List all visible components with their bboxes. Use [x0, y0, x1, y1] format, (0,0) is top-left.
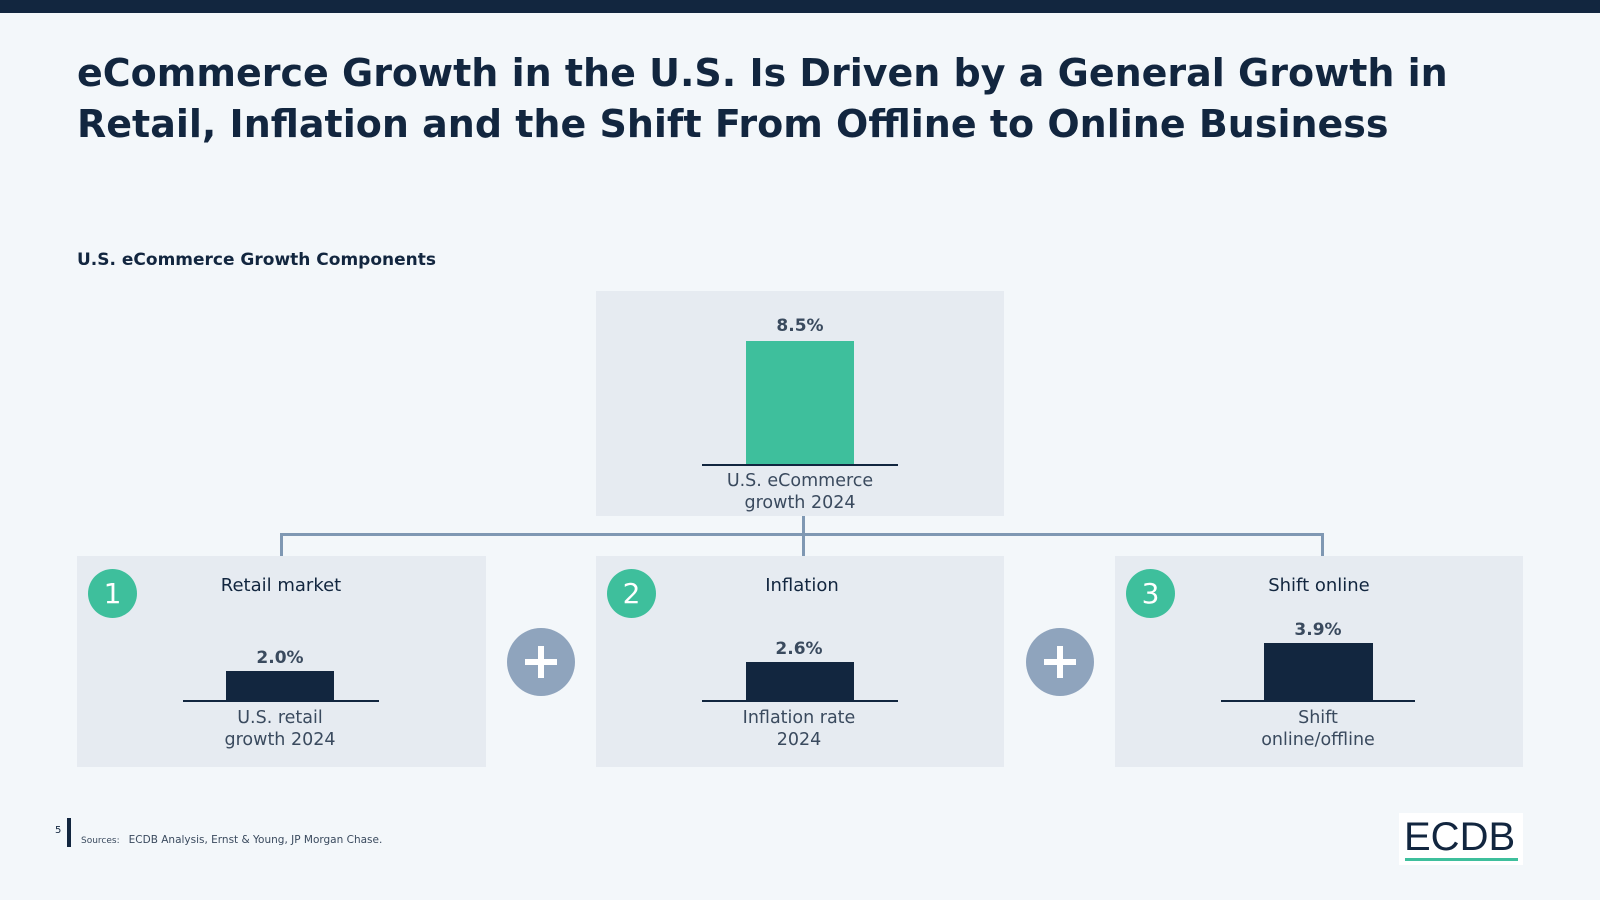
- plus-icon: [1026, 628, 1094, 696]
- sources-note: Sources: ECDB Analysis, Ernst & Young, JP…: [81, 834, 382, 846]
- bar-baseline: [702, 464, 898, 466]
- bar-retail-growth: [226, 671, 334, 700]
- bar-category-line-2: 2024: [776, 730, 822, 750]
- plus-icon-glyph: [525, 646, 557, 678]
- page-number: 5: [55, 825, 62, 836]
- bar-category-label: Shift online/offline: [1198, 707, 1438, 751]
- plus-icon-glyph: [1044, 646, 1076, 678]
- sources-text: ECDB Analysis, Ernst & Young, JP Morgan …: [128, 834, 383, 846]
- top-bar: [0, 0, 1600, 13]
- inflation-panel: 2 Inflation 2.6% Inflation rate 2024: [596, 556, 1004, 767]
- logo-text: ECDB: [1404, 815, 1516, 859]
- bar-value-label: 8.5%: [776, 316, 824, 336]
- bar-inflation-rate: [746, 662, 854, 700]
- step-number-badge: 1: [88, 569, 137, 618]
- bar-category-line-2: online/offline: [1261, 730, 1375, 750]
- bar-category-line-2: growth 2024: [224, 730, 336, 750]
- bar-baseline: [702, 700, 898, 702]
- bar-value-label: 2.0%: [256, 648, 304, 668]
- bar-baseline: [1221, 700, 1415, 702]
- connector-drop-1: [280, 533, 283, 556]
- bar-category-label: U.S. eCommerce growth 2024: [680, 470, 920, 514]
- step-number-badge: 3: [1126, 569, 1175, 618]
- sources-label: Sources:: [81, 836, 120, 846]
- plus-icon: [507, 628, 575, 696]
- total-growth-panel: 8.5% U.S. eCommerce growth 2024: [596, 291, 1004, 516]
- ecdb-logo: ECDB: [1399, 813, 1523, 865]
- bar-category-line-1: U.S. eCommerce: [726, 471, 874, 491]
- connector-drop-2: [802, 533, 805, 556]
- bar-category-line-1: U.S. retail: [237, 708, 323, 728]
- panel-title: Inflation: [765, 575, 839, 596]
- logo-underline: [1405, 858, 1518, 861]
- bar-category-label: U.S. retail growth 2024: [160, 707, 400, 751]
- bar-category-label: Inflation rate 2024: [679, 707, 919, 751]
- footer-divider: [67, 818, 71, 847]
- retail-market-panel: 1 Retail market 2.0% U.S. retail growth …: [77, 556, 486, 767]
- page-title: eCommerce Growth in the U.S. Is Driven b…: [77, 51, 1448, 146]
- step-number-badge: 2: [607, 569, 656, 618]
- bar-baseline: [183, 700, 379, 702]
- chart-subtitle: U.S. eCommerce Growth Components: [77, 250, 437, 270]
- connector-drop-3: [1321, 533, 1324, 556]
- bar-category-line-1: Inflation rate: [742, 708, 856, 728]
- bar-category-line-1: Shift: [1298, 708, 1338, 728]
- panel-title: Shift online: [1268, 575, 1370, 596]
- bar-ecommerce-growth: [746, 341, 854, 464]
- bar-category-line-2: growth 2024: [744, 493, 856, 513]
- bar-value-label: 2.6%: [775, 639, 823, 659]
- bar-value-label: 3.9%: [1294, 620, 1342, 640]
- connector-vertical-top: [802, 515, 805, 537]
- shift-online-panel: 3 Shift online 3.9% Shift online/offline: [1115, 556, 1523, 767]
- panel-title: Retail market: [220, 575, 342, 596]
- bar-shift-online: [1264, 643, 1373, 700]
